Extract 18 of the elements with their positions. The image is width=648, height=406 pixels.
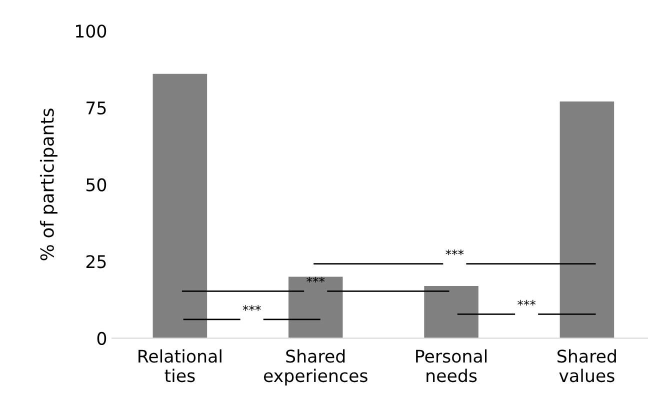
bar: [424, 286, 478, 338]
annotation: ***: [446, 249, 464, 256]
x-tick-label: Personal needs: [416, 349, 487, 382]
bar: [288, 276, 343, 338]
x-tick-label: Shared values: [558, 349, 616, 382]
annotation: ***: [242, 305, 261, 311]
x-tick-label: Relational ties: [138, 349, 222, 382]
y-tick-label: 25: [86, 255, 106, 268]
annotation: ***: [518, 300, 536, 306]
y-tick-label: 100: [76, 24, 106, 38]
y-tick-label: 50: [86, 178, 106, 192]
y-tick-label: 0: [97, 332, 106, 346]
y-axis-title: % of participants: [40, 108, 58, 260]
y-tick-label: 75: [86, 102, 106, 115]
bar: [152, 74, 208, 338]
x-tick-label: Shared experiences: [264, 349, 368, 386]
annotation: ***: [306, 276, 325, 283]
bar: [560, 102, 614, 338]
